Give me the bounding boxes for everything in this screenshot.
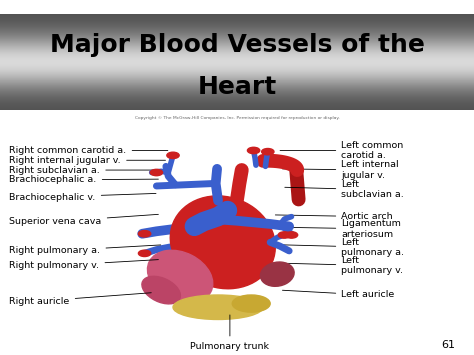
Circle shape — [138, 230, 151, 237]
Text: Superior vena cava: Superior vena cava — [9, 214, 158, 226]
Text: Right auricle: Right auricle — [9, 293, 151, 306]
Circle shape — [138, 250, 151, 257]
Ellipse shape — [142, 276, 181, 304]
Text: Left common
carotid a.: Left common carotid a. — [280, 141, 403, 160]
Circle shape — [262, 148, 274, 155]
Text: 61: 61 — [441, 340, 455, 350]
Circle shape — [167, 152, 179, 159]
Text: Right pulmonary a.: Right pulmonary a. — [9, 245, 161, 255]
Text: Left
pulmonary a.: Left pulmonary a. — [283, 237, 404, 257]
Text: Heart: Heart — [197, 75, 277, 99]
Text: Right common carotid a.: Right common carotid a. — [9, 146, 168, 155]
Text: Right pulmonary v.: Right pulmonary v. — [9, 260, 158, 270]
Text: Pulmonary trunk: Pulmonary trunk — [191, 315, 269, 350]
Text: Left
pulmonary v.: Left pulmonary v. — [283, 256, 403, 275]
Text: Left
subclavian a.: Left subclavian a. — [285, 180, 404, 200]
Text: Copyright © The McGraw-Hill Companies, Inc. Permission required for reproduction: Copyright © The McGraw-Hill Companies, I… — [135, 116, 339, 120]
Circle shape — [247, 147, 260, 154]
Text: Left internal
jugular v.: Left internal jugular v. — [283, 160, 399, 180]
Text: Left auricle: Left auricle — [283, 290, 394, 300]
Text: Right internal jugular v.: Right internal jugular v. — [9, 156, 165, 165]
Ellipse shape — [173, 295, 263, 320]
Text: Major Blood Vessels of the: Major Blood Vessels of the — [50, 33, 424, 57]
Circle shape — [285, 232, 298, 238]
Text: Right subclavian a.: Right subclavian a. — [9, 165, 161, 175]
Ellipse shape — [232, 295, 270, 312]
Ellipse shape — [260, 262, 294, 286]
Text: Brachiocephalic v.: Brachiocephalic v. — [9, 192, 156, 202]
Ellipse shape — [147, 250, 213, 303]
Circle shape — [278, 232, 291, 238]
Text: Brachiocephalic a.: Brachiocephalic a. — [9, 175, 158, 184]
Text: Ligamentum
arteriosum: Ligamentum arteriosum — [277, 219, 401, 239]
Ellipse shape — [170, 196, 275, 289]
Text: Aortic arch: Aortic arch — [275, 212, 393, 221]
Circle shape — [150, 169, 163, 176]
